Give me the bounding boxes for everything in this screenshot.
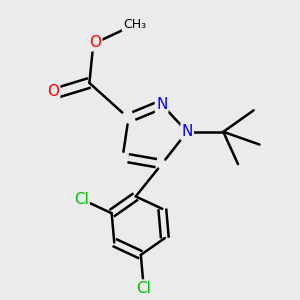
Text: N: N: [182, 124, 193, 139]
Text: Cl: Cl: [74, 192, 88, 207]
Text: O: O: [89, 35, 101, 50]
Text: Cl: Cl: [136, 280, 151, 296]
Text: N: N: [156, 97, 167, 112]
Text: CH₃: CH₃: [123, 18, 146, 31]
Text: O: O: [47, 84, 59, 99]
